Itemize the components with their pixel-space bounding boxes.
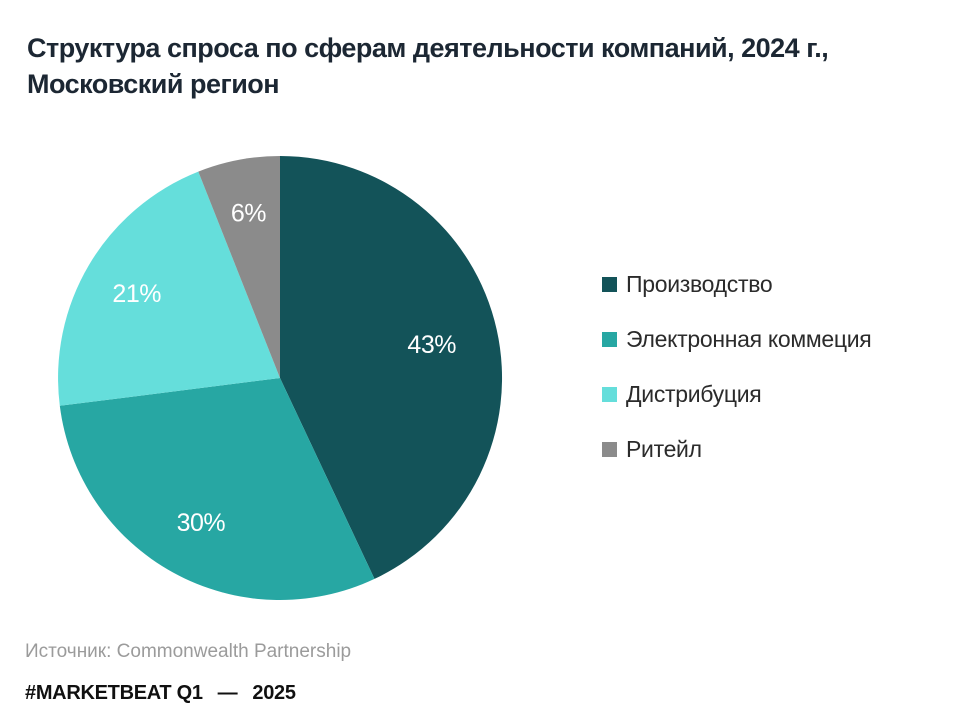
footer: #MARKETBEAT Q1 — 2025	[25, 682, 296, 705]
legend-marker-icon	[602, 276, 617, 292]
legend-marker-icon	[602, 331, 617, 347]
pie-data-label-3: 6%	[231, 199, 266, 227]
legend-item-1: Электронная коммеция	[602, 325, 872, 353]
footer-year: 2025	[252, 682, 296, 704]
source-note: Источник: Commonwealth Partnership	[25, 641, 352, 662]
footer-brand: #MARKETBEAT Q1	[25, 682, 203, 704]
pie-slice-0	[280, 156, 503, 579]
pie-data-label-2: 21%	[112, 280, 161, 308]
legend-label: Производство	[626, 270, 773, 297]
legend-item-3: Ритейл	[602, 435, 871, 463]
legend-item-2: Дистрибуция	[602, 380, 871, 408]
legend-label: Электронная коммеция	[626, 325, 872, 352]
legend-label: Дистрибуция	[626, 380, 762, 407]
legend: Производство Электронная коммеция Дистрибу…	[602, 270, 872, 490]
pie-slice-3	[198, 156, 280, 378]
chart-title-line2: Московский регион	[27, 69, 280, 99]
pie-slice-1	[59, 378, 375, 600]
legend-marker-icon	[602, 386, 617, 402]
chart-title: Структура спроса по сферам деятельности …	[27, 30, 829, 102]
legend-marker-icon	[602, 441, 617, 457]
pie-data-label-0: 43%	[407, 331, 456, 359]
pie-data-label-1: 30%	[177, 509, 226, 537]
footer-separator: —	[217, 682, 238, 704]
legend-label: Ритейл	[626, 435, 702, 462]
legend-item-0: Производство	[602, 270, 871, 298]
chart-title-line1: Структура спроса по сферам деятельности …	[27, 33, 829, 63]
pie-slice-2	[58, 171, 280, 406]
